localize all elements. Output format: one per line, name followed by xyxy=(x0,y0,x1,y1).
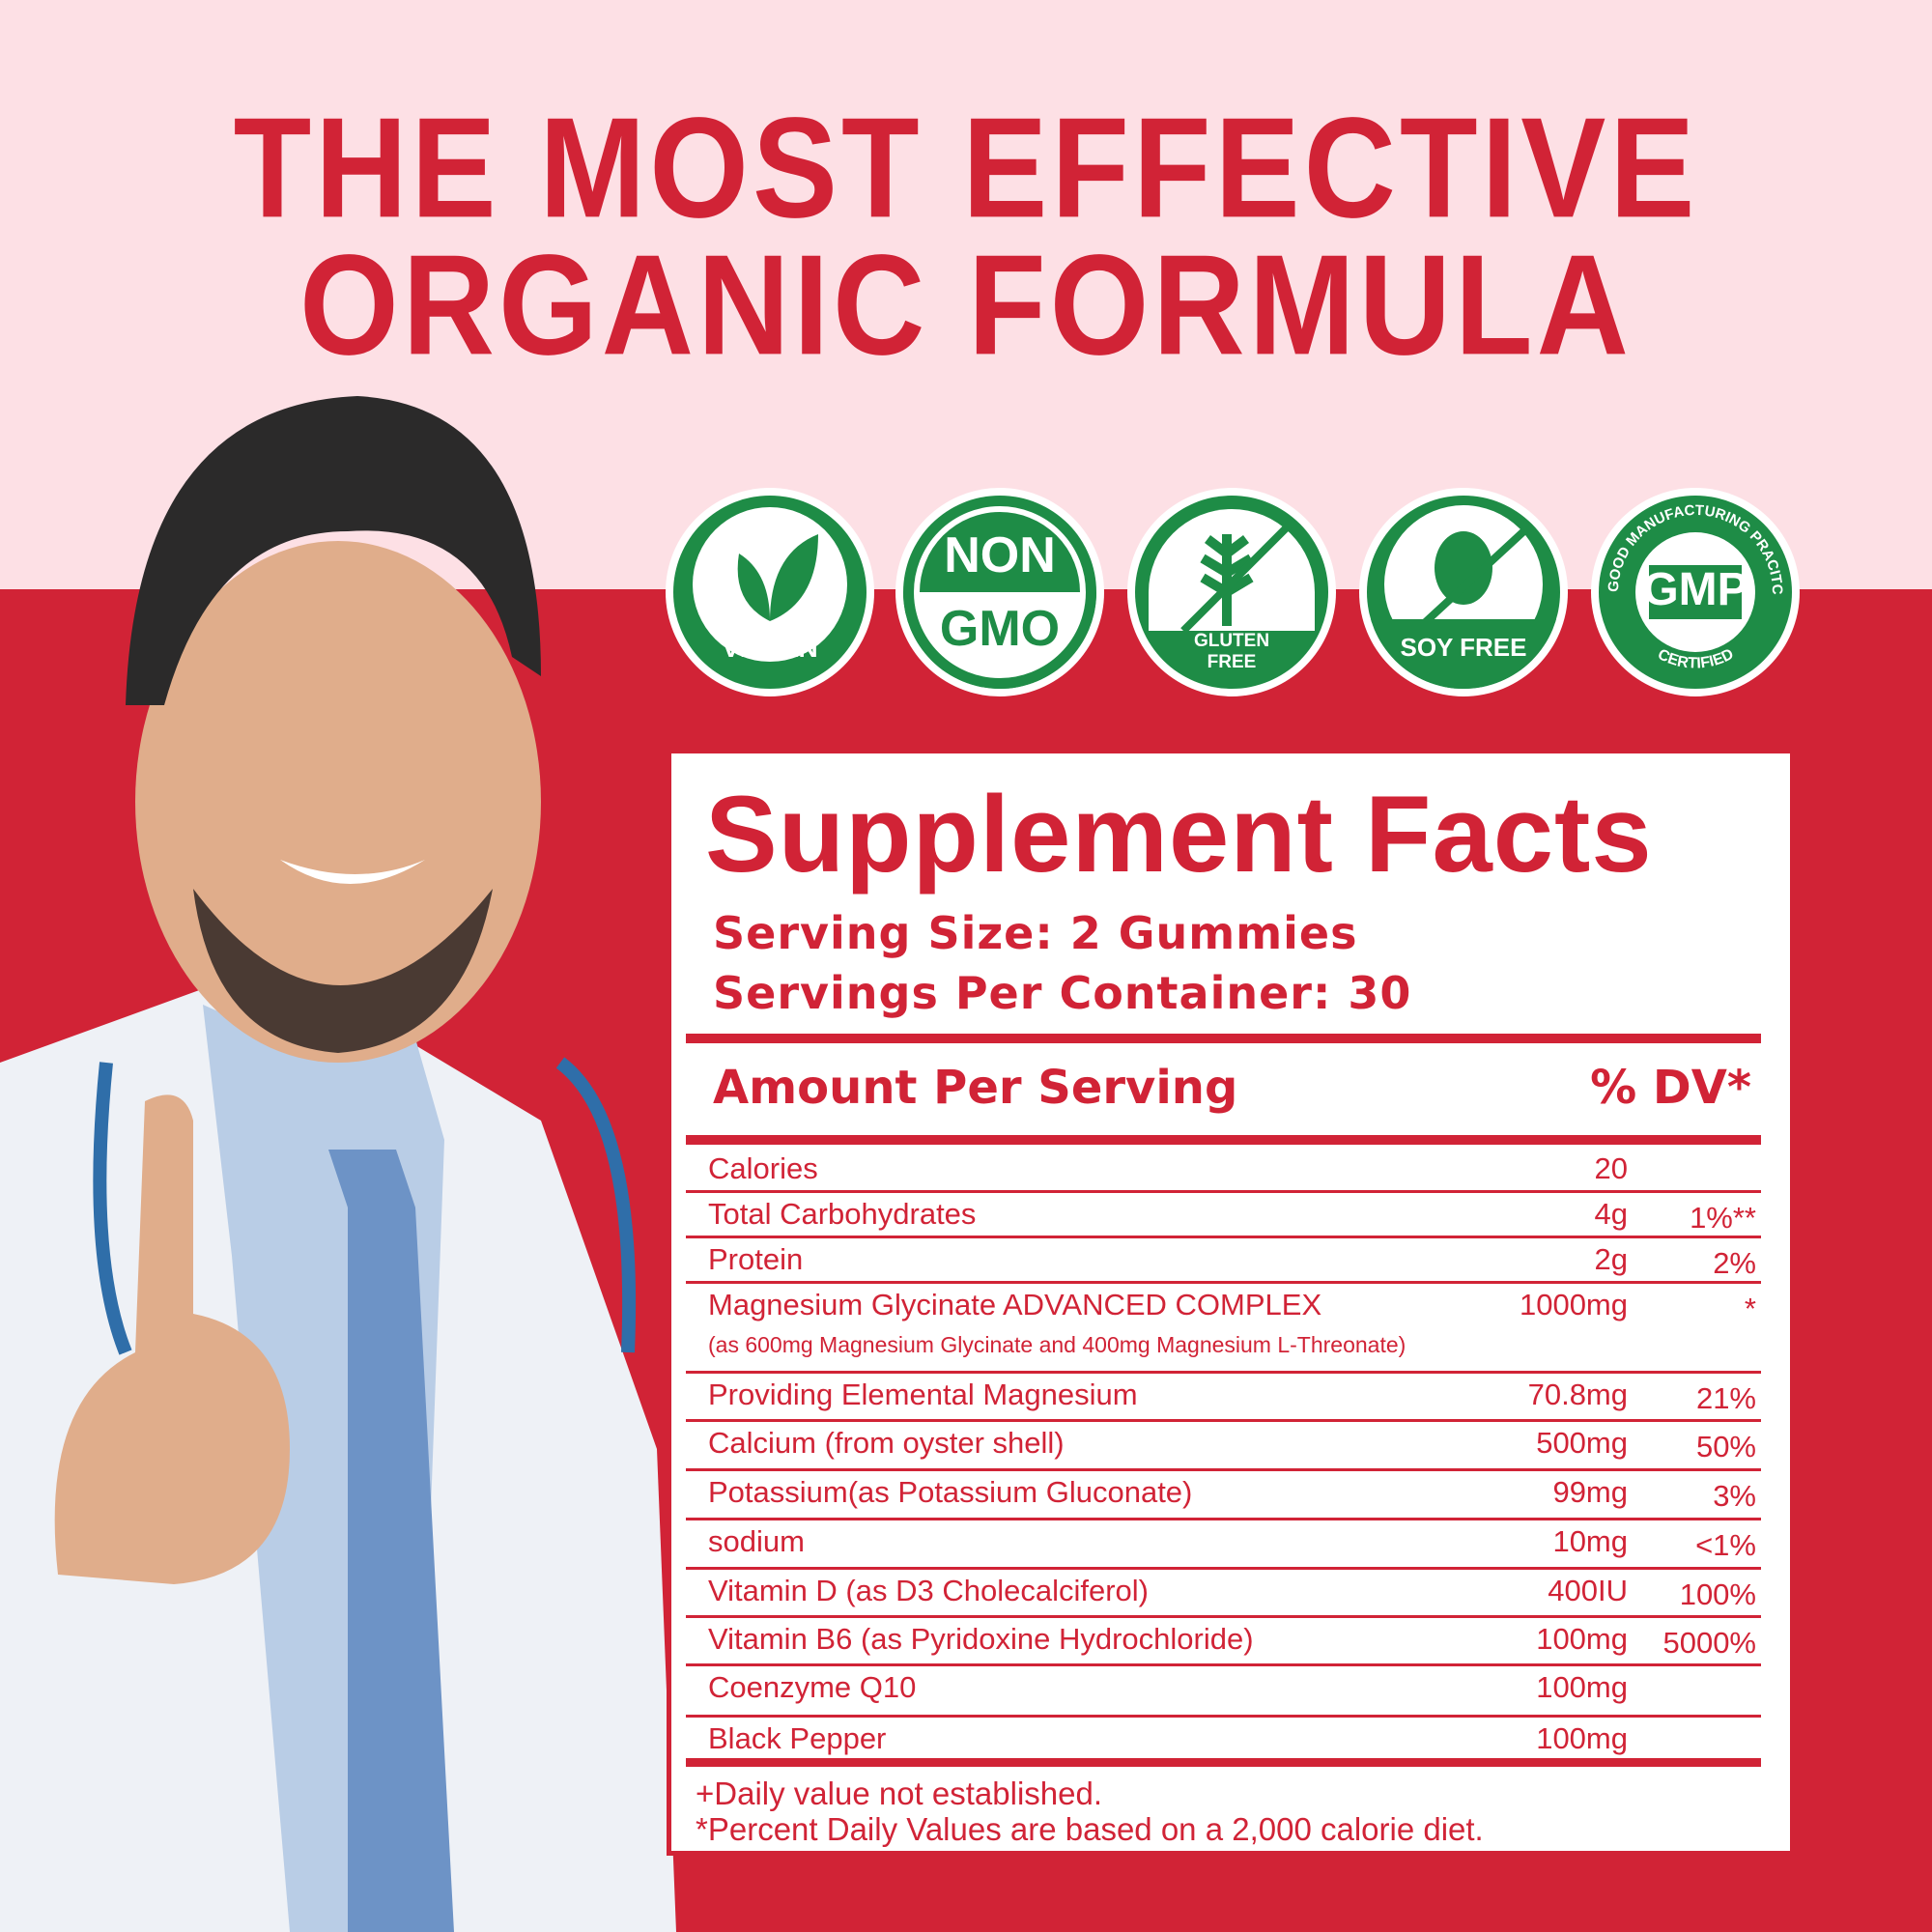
badge-label-line2: FREE xyxy=(1207,652,1257,672)
nutrient-dv: 3% xyxy=(1713,1479,1756,1513)
footnote: *Percent Daily Values are based on a 2,0… xyxy=(696,1811,1484,1847)
nutrient-amount: 100mg xyxy=(1536,1721,1628,1755)
nutrient-name: Potassium(as Potassium Gluconate) xyxy=(708,1475,1193,1509)
badge-label-top: NON xyxy=(944,527,1056,583)
nutrient-name: Calories xyxy=(708,1151,818,1185)
nutrient-dv: 50% xyxy=(1695,1430,1756,1463)
table-row: sodium 10mg <1% xyxy=(686,1520,1761,1570)
nutrient-name: Vitamin B6 (as Pyridoxine Hydrochloride) xyxy=(708,1622,1254,1656)
nutrient-name: Total Carbohydrates xyxy=(708,1197,977,1231)
table-row: Protein 2g 2% xyxy=(686,1238,1761,1284)
nutrient-amount: 1000mg xyxy=(1519,1288,1628,1321)
headline-line2: ORGANIC FORMULA xyxy=(299,225,1633,384)
wheat-crossed-icon xyxy=(1149,509,1315,634)
gmp-label: GMP xyxy=(1642,564,1748,615)
supplement-facts-panel: Supplement Facts Serving Size: 2 Gummies… xyxy=(667,749,1795,1856)
badge-gmp: GOOD MANUFACTURING PRACITCE CERTIFIED GM… xyxy=(1591,488,1800,696)
footnote: +Daily value not established. xyxy=(696,1776,1103,1811)
table-row: Vitamin B6 (as Pyridoxine Hydrochloride)… xyxy=(686,1618,1761,1666)
amount-header: Amount Per Serving xyxy=(713,1061,1238,1115)
table-row: Vitamin D (as D3 Cholecalciferol) 400IU 10… xyxy=(686,1570,1761,1618)
table-row: Coenzyme Q10 100mg xyxy=(686,1666,1761,1718)
badge-gluten-free: GLUTEN FREE xyxy=(1127,488,1336,696)
serving-size: Serving Size: 2 Gummies xyxy=(713,907,1358,959)
badge-non-gmo: NON GMO xyxy=(895,488,1104,696)
badge-label-line1: GLUTEN xyxy=(1193,631,1270,651)
table-row: Total Carbohydrates 4g 1%** xyxy=(686,1193,1761,1238)
gmp-seal-icon: GOOD MANUFACTURING PRACITCE CERTIFIED xyxy=(1599,496,1785,672)
dv-header: % DV* xyxy=(1590,1061,1751,1115)
table-row: Calcium (from oyster shell) 500mg 50% xyxy=(686,1422,1761,1471)
nutrient-name: Providing Elemental Magnesium xyxy=(708,1378,1138,1411)
nutrient-amount: 10mg xyxy=(1552,1524,1628,1558)
table-row: Potassium(as Potassium Gluconate) 99mg 3% xyxy=(686,1471,1761,1520)
nutrient-name: Coenzyme Q10 xyxy=(708,1670,917,1704)
leaf-icon xyxy=(693,507,847,662)
badge-soy-free: SOY FREE xyxy=(1359,488,1568,696)
nutrient-name: Vitamin D (as D3 Cholecalciferol) xyxy=(708,1574,1149,1607)
headline-line1: THE MOST EFFECTIVE xyxy=(233,88,1699,247)
nutrient-dv: 21% xyxy=(1695,1381,1756,1415)
nutrient-dv: <1% xyxy=(1695,1528,1756,1562)
nutrient-dv: 1%** xyxy=(1690,1201,1756,1235)
table-row: Magnesium Glycinate ADVANCED COMPLEX (as … xyxy=(686,1284,1761,1374)
nutrient-subtext: (as 600mg Magnesium Glycinate and 400mg … xyxy=(708,1332,1406,1357)
badge-vegan: VEGAN xyxy=(666,488,874,696)
nutrient-name: Magnesium Glycinate ADVANCED COMPLEX xyxy=(708,1288,1322,1321)
badge-label: VEGAN xyxy=(722,633,818,663)
divider xyxy=(686,1758,1761,1767)
nutrient-dv: 2% xyxy=(1713,1246,1756,1280)
nutrient-amount: 100mg xyxy=(1536,1670,1628,1704)
table-row: Providing Elemental Magnesium 70.8mg 21% xyxy=(686,1374,1761,1422)
nutrient-amount: 2g xyxy=(1594,1242,1628,1276)
nutrient-amount: 100mg xyxy=(1536,1622,1628,1656)
nutrient-dv: 5000% xyxy=(1662,1626,1756,1660)
table-row: Black Pepper 100mg xyxy=(686,1718,1761,1764)
facts-table: Calories 20 Total Carbohydrates 4g 1%** Prote… xyxy=(686,1148,1761,1764)
nutrient-dv: 100% xyxy=(1679,1577,1756,1611)
servings-per-container: Servings Per Container: 30 xyxy=(713,967,1412,1019)
table-row: Calories 20 xyxy=(686,1148,1761,1193)
divider xyxy=(686,1135,1761,1145)
nutrient-amount: 500mg xyxy=(1536,1426,1628,1460)
nutrient-amount: 20 xyxy=(1594,1151,1628,1185)
nutrient-amount: 70.8mg xyxy=(1527,1378,1628,1411)
facts-title: Supplement Facts xyxy=(705,774,1653,895)
nutrient-name: Calcium (from oyster shell) xyxy=(708,1426,1065,1460)
badge-label: SOY FREE xyxy=(1400,633,1527,662)
nutrient-amount: 4g xyxy=(1594,1197,1628,1231)
nutrient-dv: * xyxy=(1744,1292,1756,1325)
badge-label-bottom: GMO xyxy=(939,601,1061,657)
nutrient-name: Black Pepper xyxy=(708,1721,887,1755)
nutrient-amount: 99mg xyxy=(1552,1475,1628,1509)
doctor-photo xyxy=(0,396,676,1932)
soybean-crossed-icon xyxy=(1367,505,1560,689)
nutrient-name: Protein xyxy=(708,1242,804,1276)
divider xyxy=(686,1034,1761,1043)
nutrient-amount: 400IU xyxy=(1548,1574,1628,1607)
non-gmo-icon xyxy=(903,506,1096,689)
nutrient-name: sodium xyxy=(708,1524,805,1558)
